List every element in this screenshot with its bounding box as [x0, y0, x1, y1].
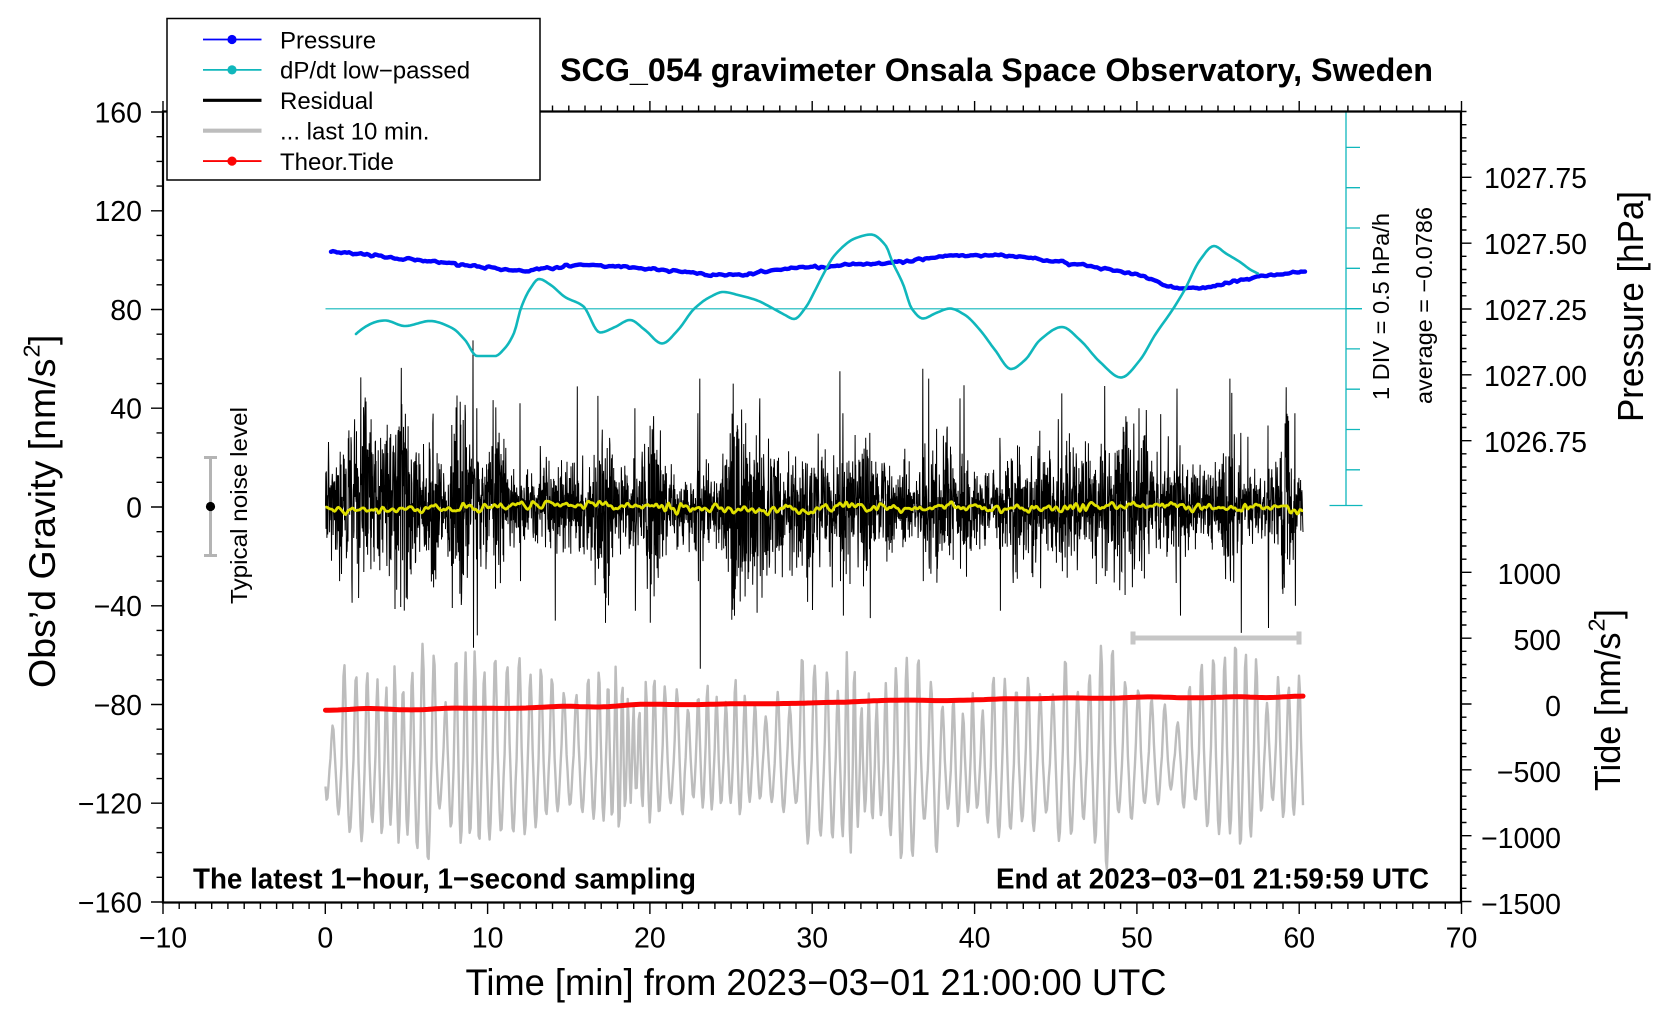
svg-text:−40: −40: [94, 591, 142, 623]
svg-text:40: 40: [110, 394, 142, 426]
svg-text:Pressure: Pressure: [280, 27, 376, 54]
svg-text:... last 10 min.: ... last 10 min.: [280, 119, 429, 146]
svg-text:1027.25: 1027.25: [1484, 295, 1587, 327]
svg-text:2: 2: [19, 344, 45, 357]
svg-text:Typical noise level: Typical noise level: [226, 407, 252, 604]
svg-text:1026.75: 1026.75: [1484, 427, 1587, 459]
svg-text:1027.50: 1027.50: [1484, 229, 1587, 261]
svg-text:Residual: Residual: [280, 88, 373, 115]
svg-text:−1500: −1500: [1481, 889, 1561, 921]
svg-text:Time [min] from 2023−03−01 21:: Time [min] from 2023−03−01 21:00:00 UTC: [466, 962, 1167, 1003]
svg-text:70: 70: [1446, 923, 1478, 955]
svg-text:80: 80: [110, 295, 142, 327]
svg-text:40: 40: [959, 923, 991, 955]
svg-text:1000: 1000: [1498, 559, 1561, 591]
svg-text:0: 0: [317, 923, 333, 955]
svg-text:Tide [nm/s: Tide [nm/s: [1587, 633, 1628, 792]
svg-text:50: 50: [1121, 923, 1153, 955]
svg-text:−120: −120: [78, 789, 142, 821]
svg-text:SCG_054 gravimeter Onsala Spac: SCG_054 gravimeter Onsala Space Observat…: [560, 52, 1433, 88]
svg-text:dP/dt low−passed: dP/dt low−passed: [280, 58, 470, 85]
svg-text:0: 0: [1545, 691, 1561, 723]
svg-text:−160: −160: [78, 887, 142, 919]
svg-text:]: ]: [1587, 609, 1628, 619]
svg-text:20: 20: [634, 923, 666, 955]
svg-text:0: 0: [126, 492, 142, 524]
svg-text:Pressure [hPa]: Pressure [hPa]: [1610, 191, 1651, 422]
svg-text:1 DIV = 0.5 hPa/h: 1 DIV = 0.5 hPa/h: [1368, 213, 1394, 400]
svg-text:120: 120: [94, 196, 142, 228]
svg-text:30: 30: [796, 923, 828, 955]
svg-text:60: 60: [1283, 923, 1315, 955]
svg-text:2: 2: [1584, 618, 1610, 631]
svg-text:average = −0.0786: average = −0.0786: [1411, 207, 1437, 404]
svg-text:500: 500: [1513, 625, 1561, 657]
svg-text:−10: −10: [139, 923, 187, 955]
svg-text:End at 2023−03−01 21:59:59 UTC: End at 2023−03−01 21:59:59 UTC: [996, 864, 1429, 896]
svg-text:−500: −500: [1497, 757, 1561, 789]
svg-text:−1000: −1000: [1481, 823, 1561, 855]
svg-text:Obs’d Gravity [nm/s: Obs’d Gravity [nm/s: [22, 359, 63, 688]
svg-text:Theor.Tide: Theor.Tide: [280, 149, 394, 176]
svg-text:]: ]: [22, 335, 63, 345]
svg-text:10: 10: [472, 923, 504, 955]
svg-text:1027.00: 1027.00: [1484, 361, 1587, 393]
svg-text:The latest 1−hour, 1−second sa: The latest 1−hour, 1−second sampling: [193, 864, 696, 896]
svg-text:1027.75: 1027.75: [1484, 163, 1587, 195]
svg-text:−80: −80: [94, 690, 142, 722]
svg-text:160: 160: [94, 97, 142, 129]
